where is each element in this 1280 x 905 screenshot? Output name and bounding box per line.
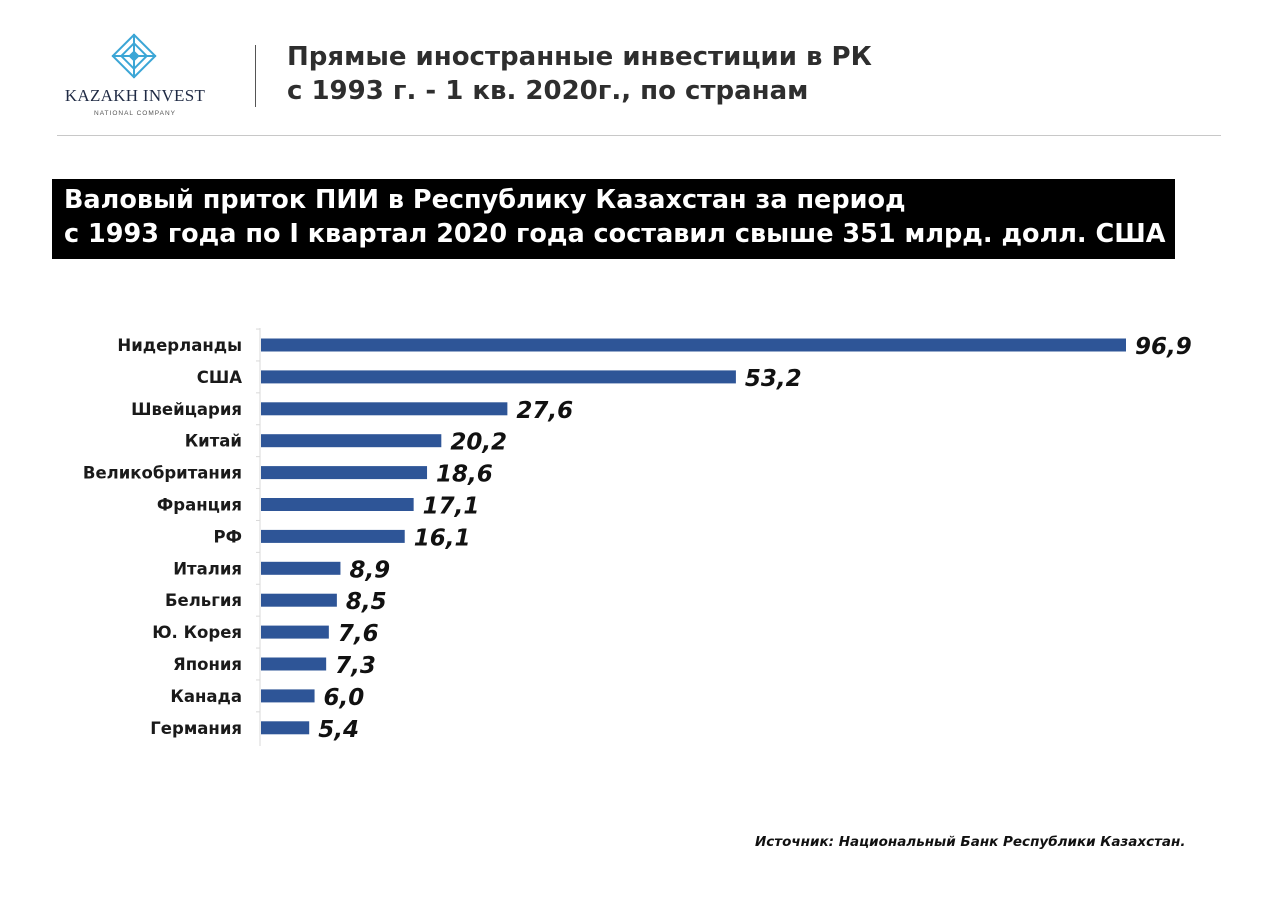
category-label: США [197,368,242,387]
summary-banner: Валовый приток ПИИ в Республику Казахста… [52,179,1175,259]
category-label: Германия [150,719,242,738]
category-label: Япония [173,655,242,674]
category-label: Китай [185,432,242,451]
category-label: Канада [170,687,242,706]
banner-line-2: с 1993 года по I квартал 2020 года соста… [64,219,1166,249]
value-label: 7,6 [338,621,379,647]
category-label: Ю. Корея [152,623,242,642]
bar [261,466,428,480]
logo-subtitle: NATIONAL COMPANY [94,110,176,117]
value-label: 8,9 [349,557,390,583]
header-rule [57,135,1221,136]
header-divider [255,45,256,107]
page-title: Прямые иностранные инвестиции в РК с 199… [287,40,987,108]
bar [261,625,329,639]
value-label: 96,9 [1135,334,1192,360]
value-label: 7,3 [335,653,376,679]
bar [261,402,508,416]
category-label: РФ [214,527,242,546]
value-label: 8,5 [346,589,387,615]
category-label: Нидерланды [117,336,242,355]
company-logo: KAZAKH INVEST NATIONAL COMPANY [55,30,215,125]
value-label: 20,2 [450,430,507,456]
bar [261,561,341,575]
value-label: 17,1 [423,494,480,520]
value-label: 16,1 [414,525,471,551]
value-label: 53,2 [745,366,802,392]
bar [261,593,337,607]
category-label: Бельгия [165,591,242,610]
value-label: 6,0 [324,685,365,711]
page-title-line-1: Прямые иностранные инвестиции в РК [287,42,872,72]
category-label: Великобритания [83,464,242,483]
bar [261,529,405,543]
bar [261,721,310,735]
bar [261,434,442,448]
source-note: Источник: Национальный Банк Республики К… [755,834,1186,850]
category-label: Италия [173,559,242,578]
logo-name: KAZAKH INVEST [64,86,206,105]
bar [261,689,315,703]
banner-line-1: Валовый приток ПИИ в Республику Казахста… [64,185,906,215]
bar [261,657,327,671]
bar [261,498,414,511]
value-label: 27,6 [516,398,573,424]
category-label: Швейцария [131,400,242,419]
value-label: 5,4 [318,717,359,743]
bar [261,338,1126,352]
value-label: 18,6 [436,462,493,488]
bar [261,370,736,384]
kazakh-invest-emblem-icon [111,33,157,79]
page-title-line-2: с 1993 г. - 1 кв. 2020г., по странам [287,76,809,106]
category-label: Франция [157,496,242,515]
